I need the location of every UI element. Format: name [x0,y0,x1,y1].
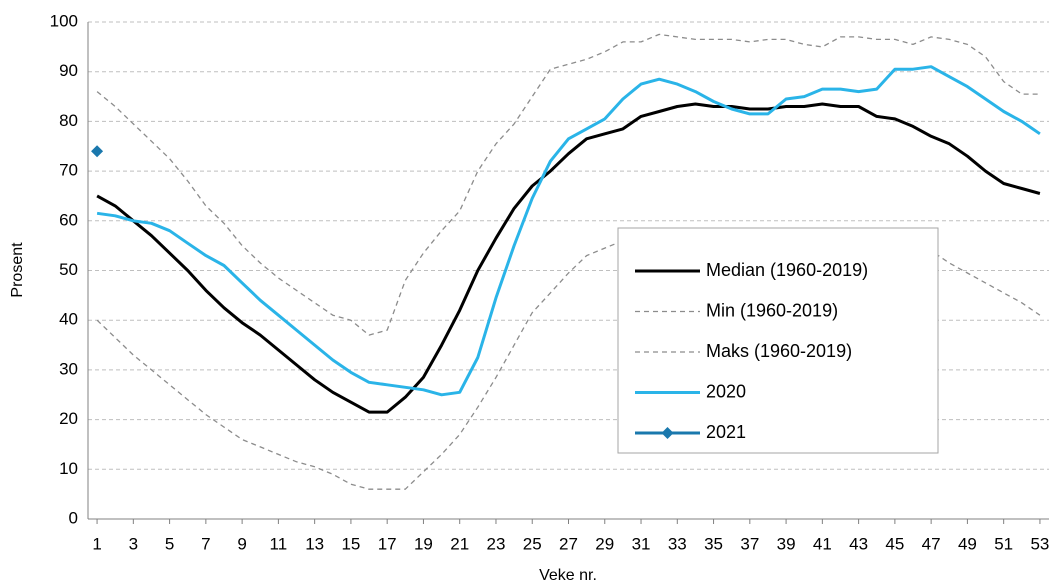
series-line [96,102,1041,414]
y-tick-label: 90 [59,61,78,80]
y-tick-label: 10 [59,459,78,478]
x-tick-label: 25 [523,534,542,553]
y-tick-label: 30 [59,359,78,378]
y-tick-label: 0 [69,508,78,527]
y-tick-label: 40 [59,310,78,329]
y-tick-label: 20 [59,409,78,428]
x-tick-label: 21 [450,534,469,553]
x-tick-label: 23 [487,534,506,553]
y-tick-label: 60 [59,210,78,229]
x-tick-label: 53 [1030,534,1049,553]
x-tick-label: 17 [378,534,397,553]
y-tick-label: 100 [50,11,78,30]
x-tick-label: 11 [270,534,288,553]
series-line [96,65,1041,397]
x-tick-label: 1 [92,534,101,553]
series-line [96,33,1040,336]
x-tick-label: 5 [165,534,174,553]
x-tick-label: 39 [777,534,796,553]
x-tick-label: 43 [849,534,868,553]
x-tick-label: 37 [740,534,759,553]
legend-label: Min (1960-2019) [706,300,838,320]
x-tick-label: 13 [305,534,324,553]
x-tick-label: 35 [704,534,723,553]
y-tick-label: 50 [59,260,78,279]
x-tick-label: 45 [885,534,904,553]
legend-box [617,227,939,454]
x-tick-label: 47 [922,534,941,553]
x-tick-label: 51 [994,534,1013,553]
x-tick-label: 33 [668,534,687,553]
legend-label: Median (1960-2019) [706,260,868,280]
x-axis-label: Veke nr. [539,567,597,584]
x-tick-label: 27 [559,534,578,553]
x-tick-label: 49 [958,534,977,553]
y-tick-label: 80 [59,111,78,130]
legend-label: Maks (1960-2019) [706,341,852,361]
legend-marker [661,427,674,439]
y-tick-label: 70 [59,161,78,180]
x-tick-label: 31 [632,534,651,553]
legend-label: 2020 [706,381,746,401]
y-axis-label: Prosent [9,242,26,298]
x-tick-label: 3 [129,534,138,553]
x-tick-label: 15 [341,534,360,553]
legend-label: 2021 [706,422,746,442]
x-tick-label: 41 [813,534,832,553]
x-tick-label: 29 [595,534,614,553]
x-tick-label: 19 [414,534,433,553]
x-tick-label: 9 [237,534,246,553]
data-point [91,145,104,158]
x-tick-label: 7 [201,534,210,553]
